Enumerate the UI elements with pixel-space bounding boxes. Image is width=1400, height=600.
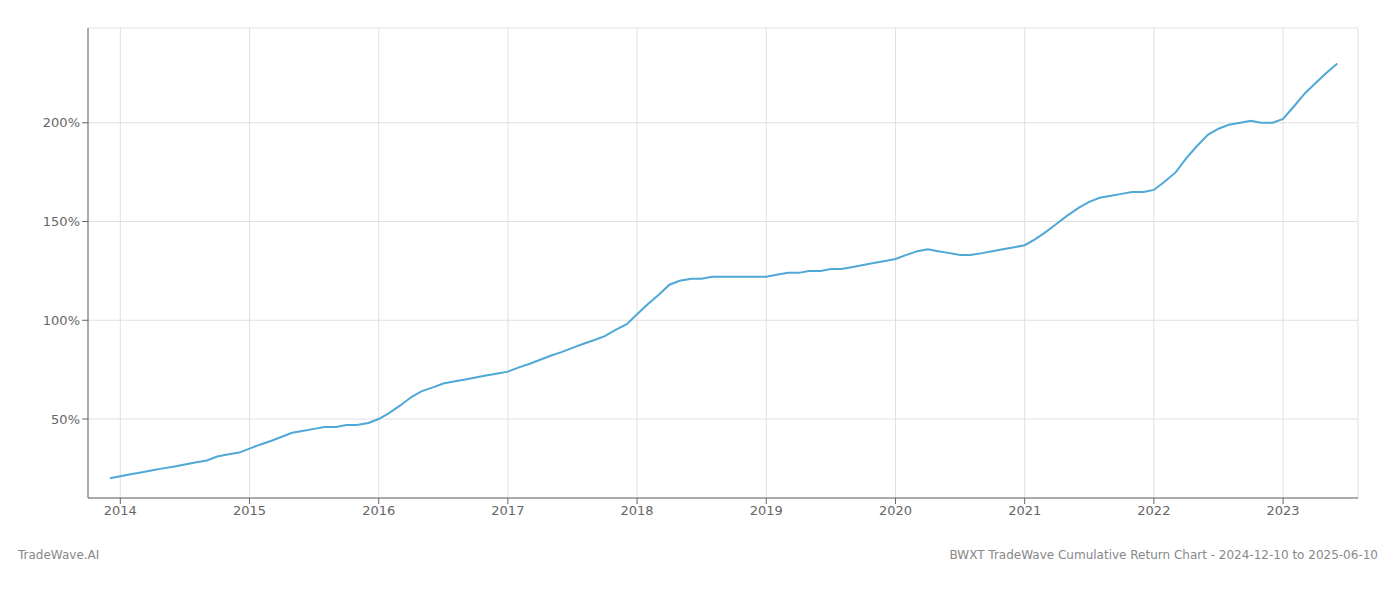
svg-text:2014: 2014 <box>104 503 137 518</box>
svg-text:2021: 2021 <box>1008 503 1041 518</box>
svg-text:100%: 100% <box>43 313 80 328</box>
svg-text:2022: 2022 <box>1137 503 1170 518</box>
svg-text:2015: 2015 <box>233 503 266 518</box>
svg-text:2016: 2016 <box>362 503 395 518</box>
svg-text:50%: 50% <box>51 412 80 427</box>
svg-text:2023: 2023 <box>1267 503 1300 518</box>
html-text:TradeWave.AI: TradeWave.AI <box>18 548 100 562</box>
svg-text:200%: 200% <box>43 115 80 130</box>
html-text:BWXT TradeWave Cumulative Retu: BWXT TradeWave Cumulative Return Chart -… <box>949 548 1378 562</box>
svg-text:2019: 2019 <box>750 503 783 518</box>
svg-text:2018: 2018 <box>621 503 654 518</box>
svg-text:2020: 2020 <box>879 503 912 518</box>
svg-text:2017: 2017 <box>491 503 524 518</box>
svg-text:150%: 150% <box>43 214 80 229</box>
